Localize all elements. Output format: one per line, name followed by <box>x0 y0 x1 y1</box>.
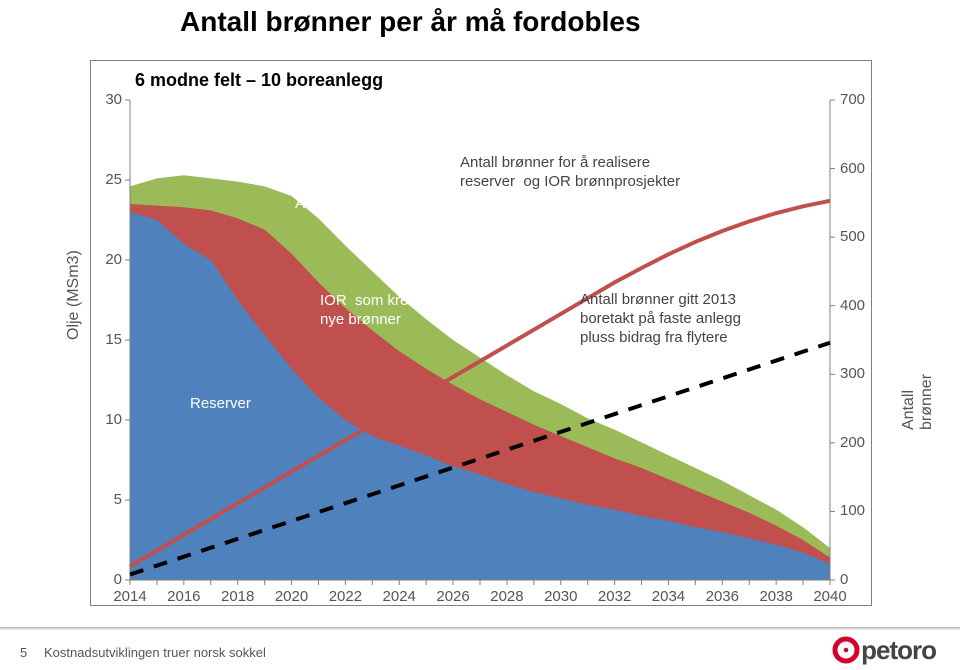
y-axis-left-title: Olje (MSm3) <box>65 250 83 340</box>
label-dashed2013: Antall brønner gitt 2013 boretakt på fas… <box>580 291 741 347</box>
label-annen-ior: Annen IOR <box>295 195 369 214</box>
label-ior-ny: IOR som krever nye brønner <box>320 292 429 330</box>
logo-text: petoro <box>861 635 936 665</box>
label-reserver: Reserver <box>190 395 251 414</box>
footer-text: Kostnadsutviklingen truer norsk sokkel <box>44 645 266 660</box>
y-axis-right-title: Antall brønner <box>900 370 936 430</box>
chart-plot <box>0 0 960 670</box>
logo-icon <box>831 635 861 665</box>
footer-page-number: 5 <box>20 645 27 660</box>
label-realisere: Antall brønner for å realisere reserver … <box>460 154 680 192</box>
logo: petoro <box>831 635 936 666</box>
footer-rule <box>0 627 960 630</box>
